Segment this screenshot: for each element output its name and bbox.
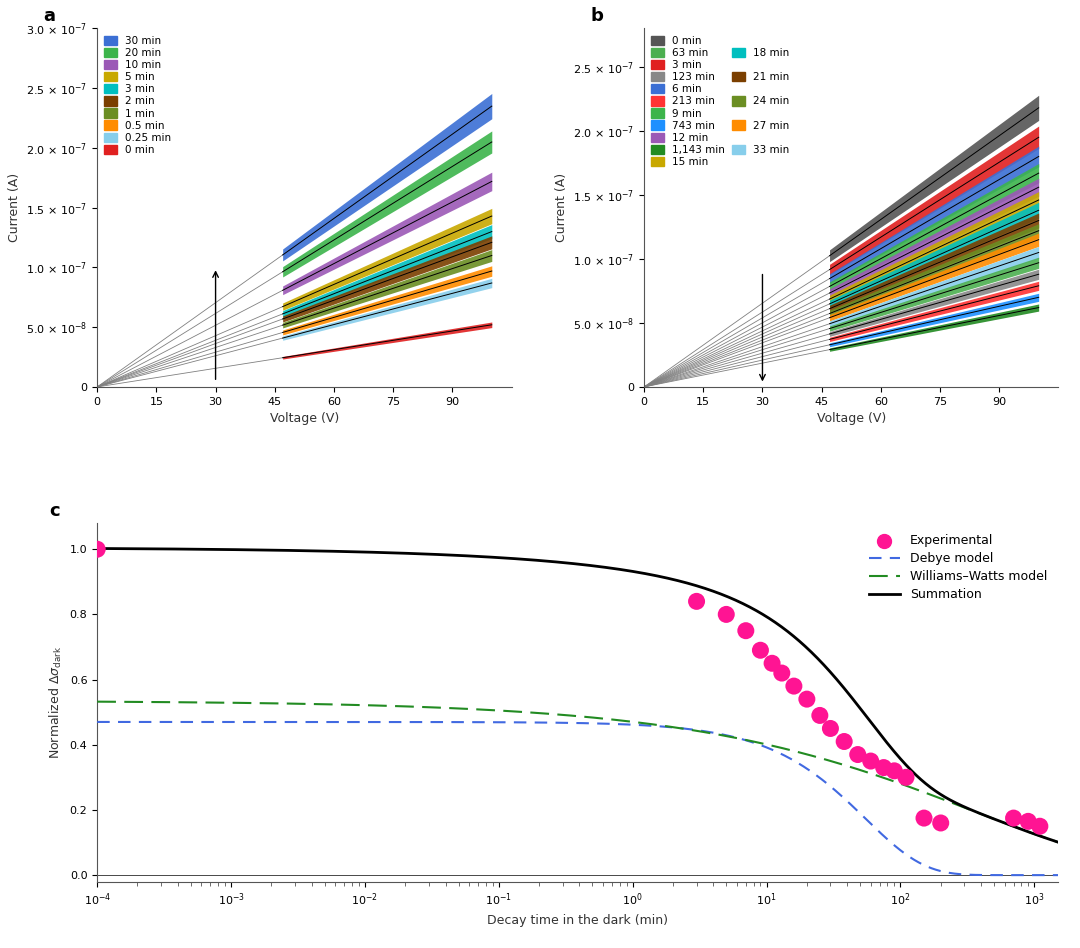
Experimental (1031, 819, 1049, 834)
Experimental (886, 763, 903, 778)
Experimental (717, 607, 734, 622)
Williams–Watts model (1024, 827, 1037, 838)
Line: Summation: Summation (97, 549, 1058, 842)
Experimental (89, 541, 106, 556)
Experimental (932, 815, 949, 830)
Summation (532, 555, 545, 566)
Experimental (738, 623, 755, 638)
X-axis label: Decay time in the dark (min): Decay time in the dark (min) (487, 914, 669, 926)
Line: Debye model: Debye model (97, 722, 1058, 875)
Experimental (764, 656, 781, 671)
Summation (1052, 836, 1065, 848)
Summation (91, 543, 104, 555)
Experimental (688, 593, 705, 609)
Experimental (875, 760, 892, 775)
Summation (848, 695, 861, 706)
Williams–Watts model (139, 696, 152, 707)
Experimental (785, 679, 802, 694)
Experimental (811, 708, 828, 723)
Debye model (1024, 869, 1037, 881)
Y-axis label: Normalized $\Delta\sigma_\mathrm{dark}$: Normalized $\Delta\sigma_\mathrm{dark}$ (49, 646, 64, 759)
Debye model (1052, 869, 1065, 881)
Text: a: a (43, 8, 55, 26)
Debye model (139, 717, 152, 728)
Experimental (849, 747, 866, 762)
Debye model (558, 717, 571, 728)
Y-axis label: Current (A): Current (A) (8, 173, 21, 243)
Experimental (1020, 813, 1037, 829)
Williams–Watts model (532, 707, 545, 719)
Experimental (916, 811, 933, 826)
X-axis label: Voltage (V): Voltage (V) (816, 412, 886, 426)
Debye model (848, 802, 861, 813)
Williams–Watts model (1024, 827, 1037, 838)
Williams–Watts model (558, 709, 571, 720)
Y-axis label: Current (A): Current (A) (554, 173, 568, 243)
Legend: Experimental, Debye model, Williams–Watts model, Summation: Experimental, Debye model, Williams–Watt… (864, 529, 1052, 607)
X-axis label: Voltage (V): Voltage (V) (270, 412, 339, 426)
Experimental (836, 734, 853, 749)
Text: c: c (50, 502, 59, 520)
Summation (558, 557, 571, 569)
Experimental (897, 770, 915, 785)
Experimental (862, 754, 879, 769)
Experimental (798, 691, 815, 706)
Debye model (1024, 869, 1037, 881)
Debye model (532, 717, 545, 728)
Text: b: b (591, 8, 603, 26)
Line: Williams–Watts model: Williams–Watts model (97, 702, 1058, 842)
Summation (139, 543, 152, 555)
Legend: 0 min, 63 min, 3 min, 123 min, 6 min, 213 min, 9 min, 743 min, 12 min, 1,143 min: 0 min, 63 min, 3 min, 123 min, 6 min, 21… (649, 33, 792, 169)
Williams–Watts model (848, 762, 861, 774)
Debye model (91, 717, 104, 728)
Williams–Watts model (1052, 836, 1065, 848)
Legend: 30 min, 20 min, 10 min, 5 min, 3 min, 2 min, 1 min, 0.5 min, 0.25 min, 0 min: 30 min, 20 min, 10 min, 5 min, 3 min, 2 … (103, 33, 174, 157)
Experimental (1004, 811, 1022, 826)
Experimental (822, 720, 839, 736)
Summation (1024, 827, 1037, 838)
Experimental (773, 665, 791, 681)
Experimental (752, 643, 769, 658)
Williams–Watts model (91, 696, 104, 707)
Summation (1024, 827, 1037, 838)
